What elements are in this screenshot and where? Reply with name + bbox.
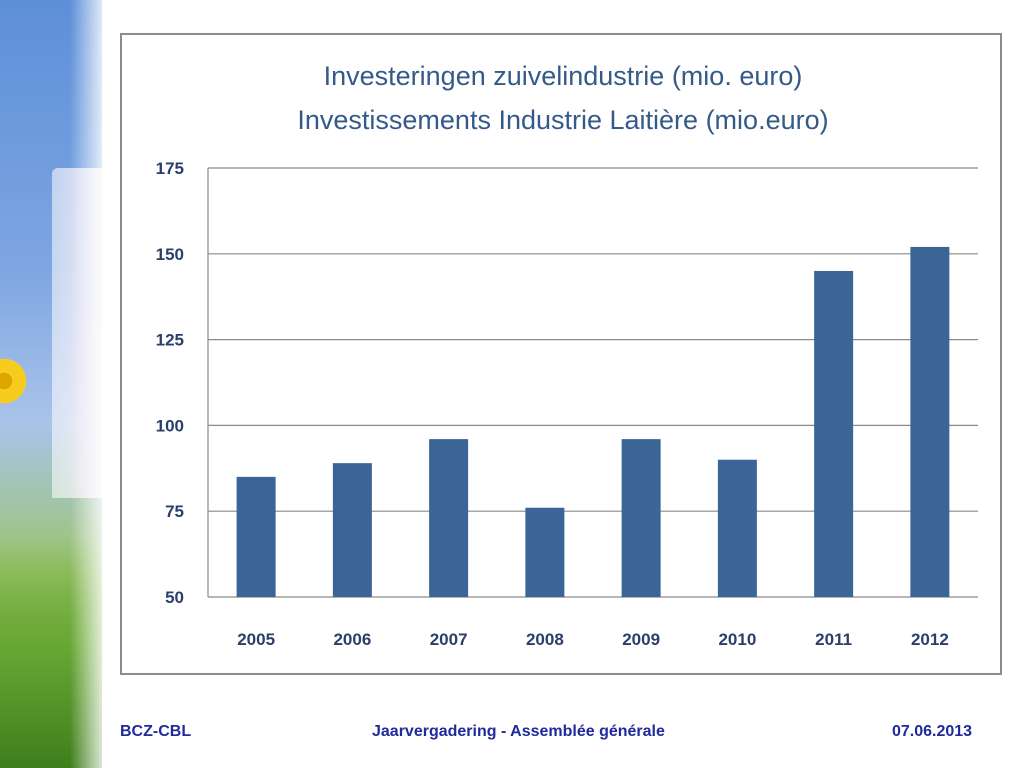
bar xyxy=(814,270,854,597)
chart-subtitle: Investissements Industrie Laitière (mio.… xyxy=(297,105,829,135)
x-tick-label: 2006 xyxy=(333,630,371,649)
bar xyxy=(332,463,372,597)
y-tick-label: 75 xyxy=(165,502,184,521)
bar xyxy=(717,459,757,597)
bar xyxy=(621,439,661,597)
footer-organization: BCZ-CBL xyxy=(120,723,192,740)
footer-event: Jaarvergadering - Assemblée générale xyxy=(372,723,665,740)
bar xyxy=(910,246,950,597)
y-tick-label: 125 xyxy=(156,331,184,350)
x-tick-label: 2009 xyxy=(622,630,660,649)
bar xyxy=(525,507,565,597)
x-tick-label: 2005 xyxy=(237,630,275,649)
y-tick-label: 150 xyxy=(156,245,184,264)
x-tick-label: 2011 xyxy=(815,630,852,649)
y-tick-label: 175 xyxy=(156,159,184,178)
bar xyxy=(236,476,276,597)
y-tick-label: 50 xyxy=(165,588,184,607)
flower-image xyxy=(0,355,30,407)
decorative-background-strip xyxy=(0,0,102,768)
chart-title: Investeringen zuivelindustrie (mio. euro… xyxy=(323,61,803,91)
y-tick-label: 100 xyxy=(156,416,184,435)
footer-date: 07.06.2013 xyxy=(892,723,973,740)
x-tick-label: 2007 xyxy=(430,630,468,649)
x-tick-label: 2010 xyxy=(718,630,756,649)
strip-fade xyxy=(70,0,102,768)
bar-chart: 50 75 100 125 150 175 2005 2006 2007 2008 2009 2010… xyxy=(156,159,978,649)
bar xyxy=(429,439,469,597)
chart-frame: Investeringen zuivelindustrie (mio. euro… xyxy=(120,33,1002,675)
x-tick-label: 2012 xyxy=(911,630,949,649)
x-tick-label: 2008 xyxy=(526,630,564,649)
